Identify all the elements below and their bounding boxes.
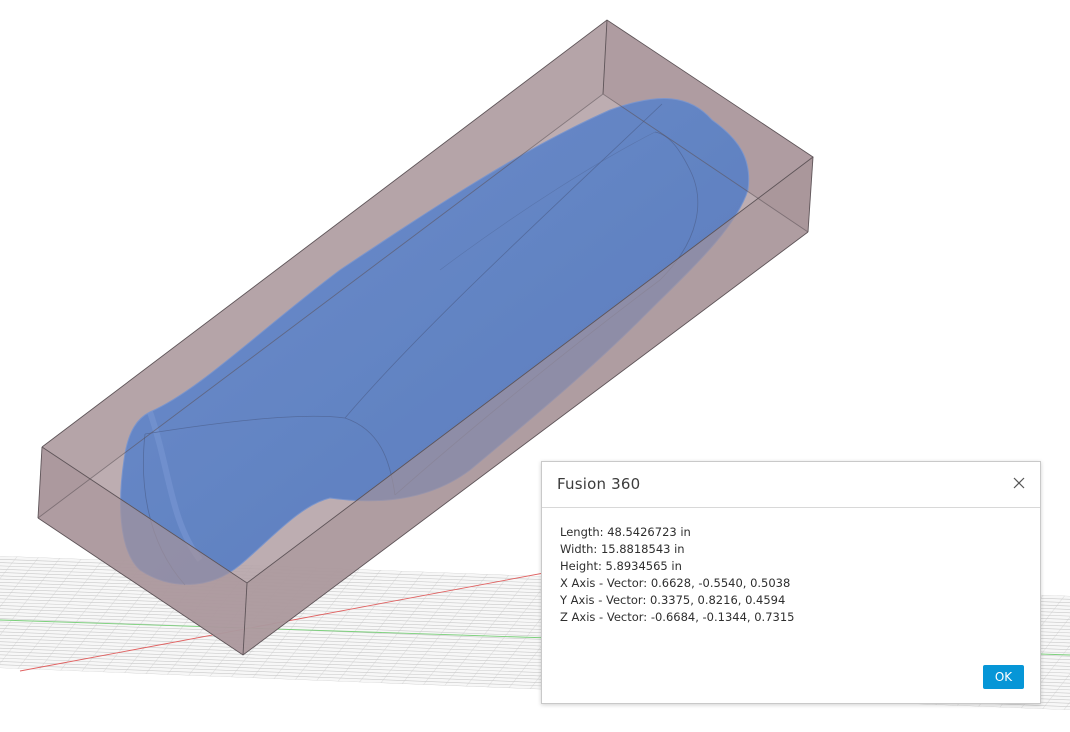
bounding-box-front — [37, 19, 814, 656]
z-axis-vector-text: Z Axis - Vector: -0.6684, -0.1344, 0.731… — [560, 610, 795, 624]
ok-button[interactable]: OK — [983, 665, 1024, 689]
width-text: Width: 15.8818543 in — [560, 542, 685, 556]
grid-x-axis — [19, 569, 561, 672]
dialog-header: Fusion 360 — [542, 462, 1040, 508]
measure-dialog: Fusion 360 Length: 48.5426723 in Width: … — [541, 461, 1041, 704]
y-axis-vector-text: Y Axis - Vector: 0.3375, 0.8216, 0.4594 — [560, 593, 786, 607]
dialog-message: Length: 48.5426723 in Width: 15.8818543 … — [560, 524, 1022, 626]
x-axis-vector-text: X Axis - Vector: 0.6628, -0.5540, 0.5038 — [560, 576, 791, 590]
length-text: Length: 48.5426723 in — [560, 525, 691, 539]
close-icon[interactable] — [1012, 475, 1026, 489]
dialog-title: Fusion 360 — [557, 475, 641, 493]
height-text: Height: 5.8934565 in — [560, 559, 682, 573]
